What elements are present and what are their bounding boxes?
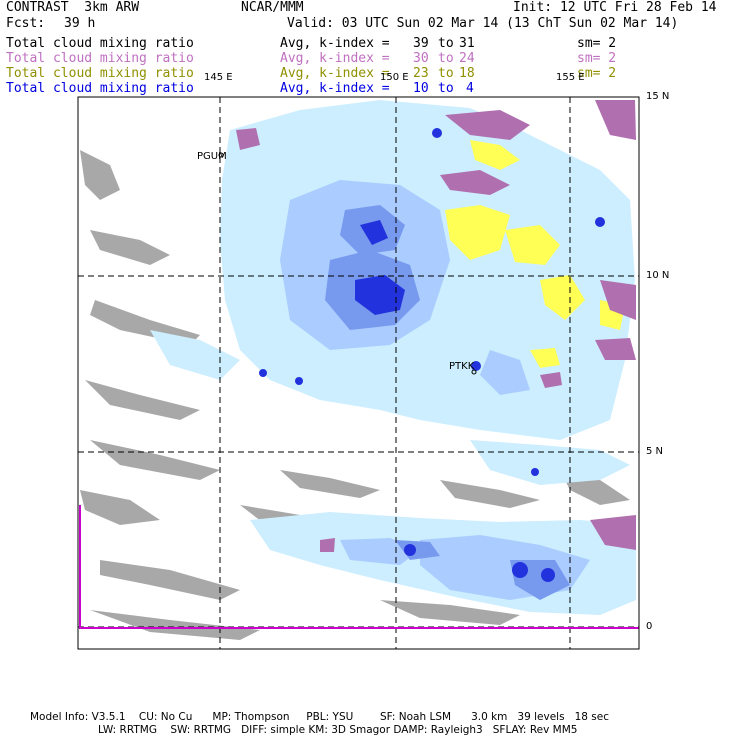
- yellow-cloud: [470, 140, 520, 170]
- core-cloud: [295, 377, 303, 385]
- gray-cloud: [440, 480, 540, 508]
- legend-from: 30: [413, 51, 429, 66]
- core-cloud: [259, 369, 267, 377]
- footer-model-info: Model Info: V3.5.1 CU: No Cu MP: Thompso…: [30, 711, 609, 723]
- core-cloud-layer: [259, 128, 605, 582]
- legend-avg: Avg, k-index =: [280, 51, 390, 66]
- core-cloud: [432, 128, 442, 138]
- gray-cloud: [85, 380, 200, 420]
- valid-time: Valid: 03 UTC Sun 02 Mar 14 (13 ChT Sun …: [287, 16, 679, 31]
- lat-label-10n: 10 N: [646, 270, 670, 281]
- lon-label-150e: 150 E: [380, 72, 409, 83]
- magenta-cloud: [440, 170, 510, 195]
- forecast-label: Fcst:: [6, 16, 46, 31]
- lat-label-15n: 15 N: [646, 91, 670, 102]
- medium-cloud: [480, 350, 530, 395]
- graticule: [78, 97, 639, 649]
- magenta-cloud: [595, 100, 636, 140]
- legend-avg: Avg, k-index =: [280, 36, 390, 51]
- legend-avg: Avg, k-index =: [280, 66, 390, 81]
- dense-cloud: [395, 540, 440, 560]
- legend-field: Total cloud mixing ratio: [6, 51, 194, 66]
- legend-from: 23: [413, 66, 429, 81]
- gray-cloud: [90, 610, 260, 640]
- gray-cloud: [80, 150, 120, 200]
- gray-cloud: [100, 560, 240, 600]
- core-cloud: [471, 361, 481, 371]
- legend-from: 39: [413, 36, 429, 51]
- footer-physics-info: LW: RRTMG SW: RRTMG DIFF: simple KM: 3D …: [98, 724, 578, 736]
- legend-sm: sm= 2: [577, 66, 617, 81]
- legend-to-word: to: [438, 66, 454, 81]
- legend-to: 24: [459, 51, 475, 66]
- lon-label-145e: 145 E: [204, 72, 233, 83]
- magenta-cloud: [595, 338, 636, 360]
- cloud-fields: [78, 97, 639, 649]
- magenta-cloud: [590, 515, 636, 550]
- forecast-hour: 39 h: [64, 16, 96, 31]
- gray-cloud: [380, 600, 520, 625]
- core-cloud: [404, 544, 416, 556]
- yellow-cloud: [505, 225, 560, 265]
- yellow-cloud: [445, 205, 510, 260]
- gray-cloud: [80, 490, 160, 525]
- legend-avg: Avg, k-index =: [280, 81, 390, 96]
- gray-cloud: [90, 440, 220, 480]
- legend-from: 10: [413, 81, 429, 96]
- light-cloud: [470, 440, 630, 485]
- yellow-cloud: [530, 348, 560, 368]
- legend-to-word: to: [438, 36, 454, 51]
- legend-to: 31: [459, 36, 475, 51]
- station-marker-pgum: [218, 152, 224, 158]
- gray-cloud: [90, 300, 200, 345]
- map-frame: [77, 96, 640, 650]
- gray-cloud: [90, 230, 170, 265]
- core-cloud: [541, 568, 555, 582]
- magenta-cloud-layer: [236, 100, 636, 552]
- station-label-ptkk: PTKK: [449, 361, 475, 372]
- legend-field: Total cloud mixing ratio: [6, 81, 194, 96]
- legend-field: Total cloud mixing ratio: [6, 36, 194, 51]
- yellow-cloud-layer: [445, 140, 625, 368]
- magenta-cloud: [540, 372, 562, 388]
- legend-to-word: to: [438, 81, 454, 96]
- legend-sm: sm= 2: [577, 51, 617, 66]
- legend-to-word: to: [438, 51, 454, 66]
- legend-field: Total cloud mixing ratio: [6, 66, 194, 81]
- core-cloud: [360, 220, 388, 245]
- core-cloud: [355, 275, 405, 315]
- light-cloud: [150, 330, 240, 380]
- model-title: CONTRAST 3km ARW: [6, 0, 140, 15]
- init-time: Init: 12 UTC Fri 28 Feb 14: [513, 0, 717, 15]
- core-cloud: [595, 217, 605, 227]
- station-label-pgum: PGUM: [197, 151, 227, 162]
- core-cloud: [531, 468, 539, 476]
- org-label: NCAR/MMM: [241, 0, 304, 15]
- domain-boundary: [79, 505, 639, 629]
- magenta-cloud: [320, 538, 335, 552]
- magenta-cloud: [445, 110, 530, 140]
- lat-label-5n: 5 N: [646, 446, 664, 457]
- core-cloud: [512, 562, 528, 578]
- yellow-cloud: [540, 275, 585, 320]
- gray-cloud: [280, 470, 380, 498]
- legend-to: 4: [466, 81, 474, 96]
- magenta-cloud: [236, 128, 260, 150]
- lat-label-0: 0: [646, 621, 653, 632]
- magenta-cloud: [600, 280, 636, 320]
- legend-to: 18: [459, 66, 475, 81]
- legend-sm: sm= 2: [577, 36, 617, 51]
- station-marker-ptkk: [471, 369, 477, 375]
- lon-label-155e: 155 E: [556, 72, 585, 83]
